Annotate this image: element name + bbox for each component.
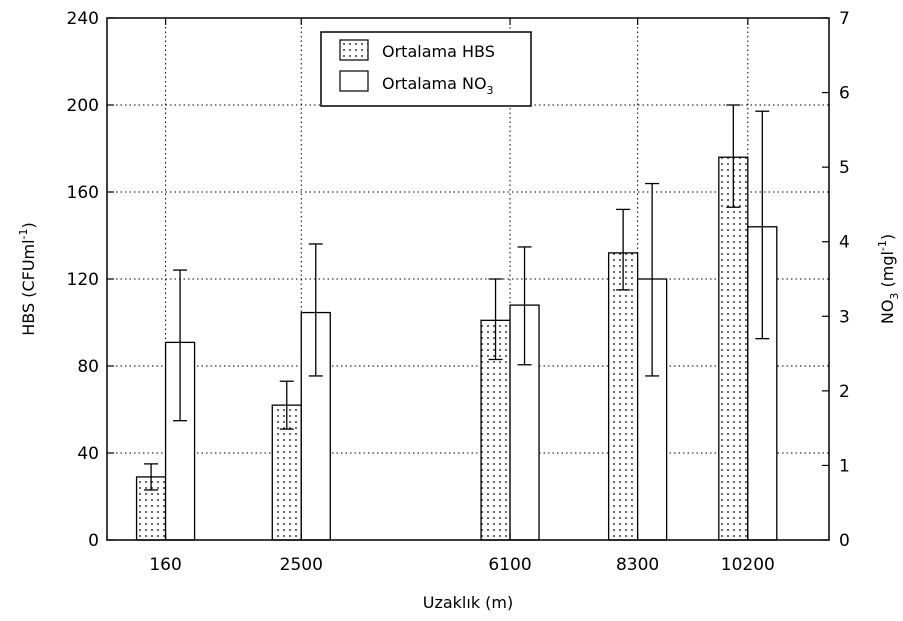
right-y-tick-label: 4	[839, 233, 850, 253]
left-y-label-main: HBS (CFUml	[19, 239, 38, 335]
left-y-label-sup: -1	[17, 228, 30, 239]
legend-label-no3: Ortalama NO3	[382, 74, 494, 97]
x-axis-label: Uzaklık (m)	[423, 593, 514, 612]
right-y-label-sup: -1	[876, 240, 889, 251]
x-tick-label: 6100	[488, 555, 531, 575]
right-y-tick-label: 2	[839, 382, 850, 402]
left-y-tick-label: 80	[77, 357, 99, 377]
ticks: 0 40 80 120 160 200 240 0 1 2 3 4 5 6 7 160 2500 6100 8300…	[67, 9, 850, 575]
right-y-label-main: NO	[878, 300, 897, 325]
left-y-tick-label: 240	[67, 9, 99, 29]
right-y-tick-label: 6	[839, 84, 850, 104]
right-y-tick-label: 0	[839, 531, 850, 551]
right-y-label-end: )	[878, 234, 897, 240]
legend-swatch-no3	[339, 70, 369, 92]
left-y-label-end: )	[19, 222, 38, 228]
left-y-tick-label: 200	[67, 96, 99, 116]
legend-label-no3-sub: 3	[487, 84, 494, 97]
bar-hbs	[607, 252, 639, 541]
right-y-axis-label: NO3 (mgl-1)	[876, 234, 901, 324]
right-y-tick-label: 7	[839, 9, 850, 29]
left-y-tick-label: 40	[77, 444, 99, 464]
bar-hbs	[718, 156, 749, 541]
x-tick-label: 10200	[721, 555, 775, 575]
right-y-label-sub: 3	[888, 293, 901, 300]
right-y-tick-label: 1	[839, 456, 850, 476]
error-bars	[144, 104, 770, 491]
left-y-axis-label: HBS (CFUml-1)	[17, 222, 38, 336]
legend-swatch-hbs	[339, 39, 369, 61]
left-y-tick-label: 160	[67, 183, 99, 203]
x-tick-label: 8300	[616, 555, 659, 575]
right-y-label-mid: (mgl	[878, 251, 897, 293]
x-tick-label: 2500	[280, 555, 323, 575]
x-tick-label: 160	[149, 555, 181, 575]
left-y-tick-label: 0	[88, 531, 99, 551]
bars	[135, 156, 778, 541]
right-y-tick-label: 3	[839, 307, 850, 327]
legend-label-hbs: Ortalama HBS	[382, 42, 495, 61]
left-y-tick-label: 120	[67, 270, 99, 290]
legend: Ortalama HBS Ortalama NO3	[320, 31, 532, 107]
right-y-tick-label: 5	[839, 158, 850, 178]
legend-label-no3-main: Ortalama NO	[382, 74, 487, 93]
